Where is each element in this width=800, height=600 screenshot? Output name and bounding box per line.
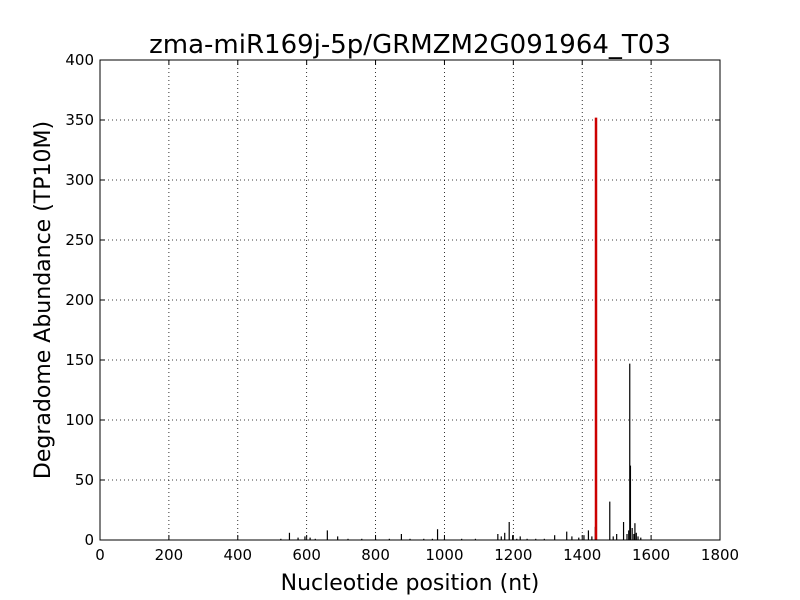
y-tick-label: 150 [65,351,94,369]
x-tick-label: 1400 [563,546,601,564]
y-tick-label: 350 [65,111,94,129]
y-tick-label: 50 [75,471,94,489]
x-tick-label: 400 [223,546,252,564]
y-tick-label: 100 [65,411,94,429]
grid-lines [100,60,720,540]
x-tick-label: 600 [292,546,321,564]
x-tick-label: 800 [361,546,390,564]
y-tick-label: 300 [65,171,94,189]
y-axis-label: Degradome Abundance (TP10M) [31,121,56,479]
x-tick-label: 1800 [701,546,739,564]
x-tick-label: 1600 [632,546,670,564]
y-tick-label: 200 [65,291,94,309]
x-axis-label: Nucleotide position (nt) [281,571,540,596]
x-tick-label: 1000 [425,546,463,564]
x-tick-label: 200 [155,546,184,564]
axis-ticks: 0 200 400 600 800 1000 1200 1400 1600 1800 0 50 100 1… [65,51,739,564]
bars-group [280,117,642,540]
y-tick-label: 400 [65,51,94,69]
y-tick-label: 250 [65,231,94,249]
y-tick-label: 0 [84,531,94,549]
x-tick-label: 1200 [494,546,532,564]
x-tick-label: 0 [95,546,105,564]
chart-title: zma-miR169j-5p/GRMZM2G091964_T03 [149,30,671,60]
